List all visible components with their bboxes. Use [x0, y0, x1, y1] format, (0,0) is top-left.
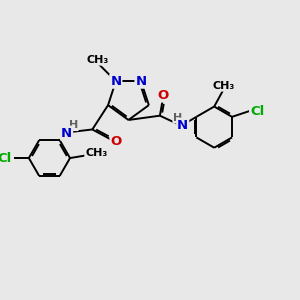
Text: H: H: [68, 120, 78, 130]
Text: N: N: [61, 127, 72, 140]
Text: O: O: [158, 88, 169, 102]
Text: N: N: [136, 75, 147, 88]
Text: CH₃: CH₃: [86, 55, 108, 65]
Text: CH₃: CH₃: [85, 148, 107, 158]
Text: N: N: [110, 75, 122, 88]
Text: O: O: [110, 135, 122, 148]
Text: Cl: Cl: [0, 152, 12, 165]
Text: H: H: [173, 113, 182, 123]
Text: N: N: [177, 118, 188, 132]
Text: Cl: Cl: [250, 105, 264, 118]
Text: CH₃: CH₃: [212, 81, 235, 91]
